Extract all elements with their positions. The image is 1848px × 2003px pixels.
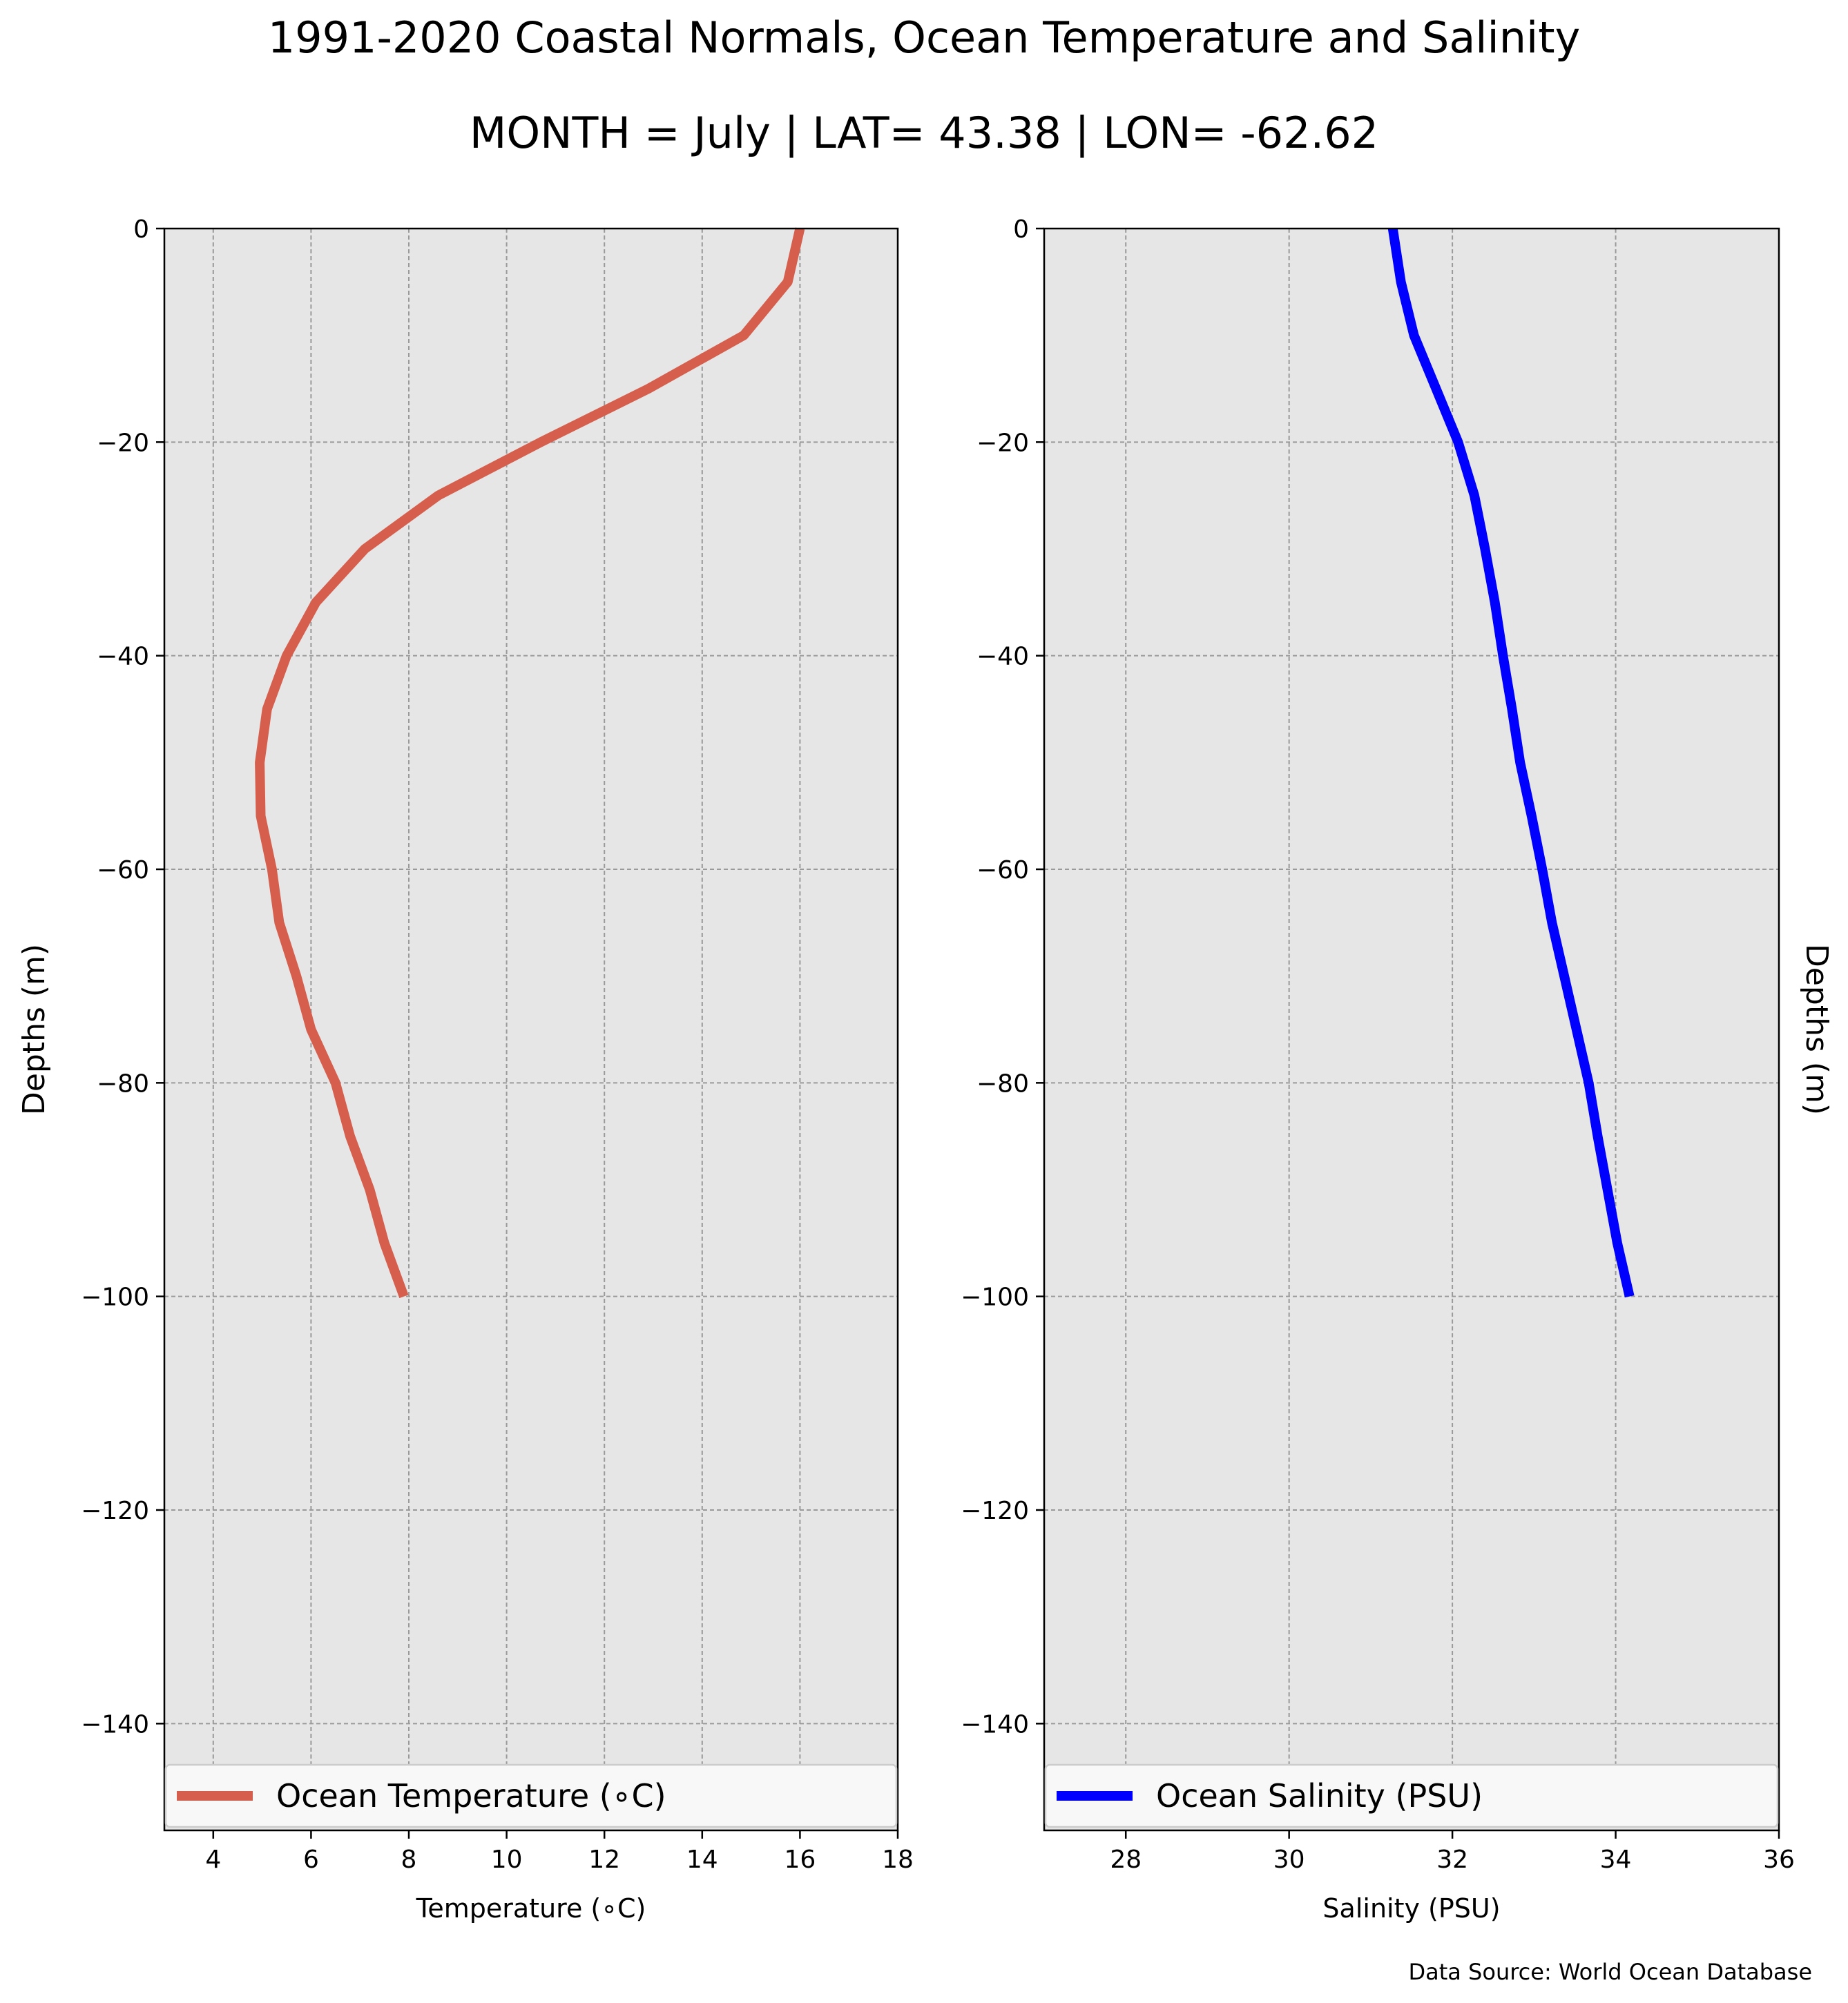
x-tick-label: 6 bbox=[303, 1846, 319, 1874]
plot-area bbox=[1044, 229, 1779, 1830]
legend-box bbox=[164, 1763, 898, 1828]
x-tick-label: 16 bbox=[784, 1846, 816, 1874]
plot-area bbox=[164, 229, 898, 1830]
x-axis-label: Salinity (PSU) bbox=[1322, 1893, 1500, 1924]
y-tick-label: −80 bbox=[97, 1070, 149, 1098]
x-tick-label: 36 bbox=[1763, 1846, 1795, 1874]
y-tick-label: −60 bbox=[976, 856, 1029, 884]
y-tick-label: −100 bbox=[961, 1284, 1029, 1312]
x-tick-label: 30 bbox=[1273, 1846, 1305, 1874]
axes-frame bbox=[163, 227, 899, 1832]
salinity-series-line bbox=[1387, 227, 1635, 1298]
temperature-panel: 4 6 8 10 12 14 16 18 0 −20 −40 −60 −80 −100 −120 −140 Te… bbox=[17, 215, 914, 1924]
temperature-series-line bbox=[255, 227, 805, 1299]
salinity-panel: 28 30 32 34 36 0 −20 −40 −60 −80 −100 −120 −140 Salin… bbox=[961, 215, 1834, 1924]
x-tick-label: 8 bbox=[401, 1846, 417, 1874]
y-tick-label: −80 bbox=[976, 1070, 1029, 1098]
y-tick-label: −120 bbox=[81, 1497, 149, 1525]
x-tick-label: 14 bbox=[686, 1846, 718, 1874]
data-source-note: Data Source: World Ocean Database bbox=[1408, 1959, 1812, 1985]
y-tick-label: −100 bbox=[81, 1284, 149, 1312]
y-tick-label: −140 bbox=[961, 1710, 1029, 1739]
y-tick-label: −40 bbox=[976, 643, 1029, 671]
axes-frame bbox=[1043, 227, 1780, 1832]
legend-label: Ocean Salinity (PSU) bbox=[1156, 1777, 1483, 1815]
x-tick-label: 32 bbox=[1436, 1846, 1468, 1874]
y-tick-label: −20 bbox=[97, 429, 149, 457]
y-tick-label: −120 bbox=[961, 1497, 1029, 1525]
legend-label: Ocean Temperature (∘C) bbox=[276, 1777, 666, 1815]
x-axis-label: Temperature (∘C) bbox=[416, 1893, 646, 1924]
x-tick-label: 18 bbox=[882, 1846, 914, 1874]
x-tick-label: 28 bbox=[1110, 1846, 1142, 1874]
legend-box bbox=[1044, 1763, 1779, 1828]
chart-subtitle: MONTH = July | LAT= 43.38 | LON= -62.62 bbox=[469, 108, 1379, 158]
y-tick-label: −140 bbox=[81, 1710, 149, 1739]
x-tick-label: 12 bbox=[588, 1846, 620, 1874]
y-tick-label: −60 bbox=[97, 856, 149, 884]
y-tick-label: 0 bbox=[133, 215, 149, 244]
y-axis-label: Depths (m) bbox=[1799, 944, 1834, 1115]
chart-title: 1991-2020 Coastal Normals, Ocean Tempera… bbox=[267, 12, 1581, 63]
x-tick-label: 4 bbox=[205, 1846, 221, 1874]
x-tick-label: 34 bbox=[1600, 1846, 1632, 1874]
y-tick-label: 0 bbox=[1013, 215, 1029, 244]
y-axis-label: Depths (m) bbox=[17, 944, 52, 1115]
y-tick-label: −20 bbox=[976, 429, 1029, 457]
y-tick-label: −40 bbox=[97, 643, 149, 671]
x-tick-label: 10 bbox=[491, 1846, 523, 1874]
